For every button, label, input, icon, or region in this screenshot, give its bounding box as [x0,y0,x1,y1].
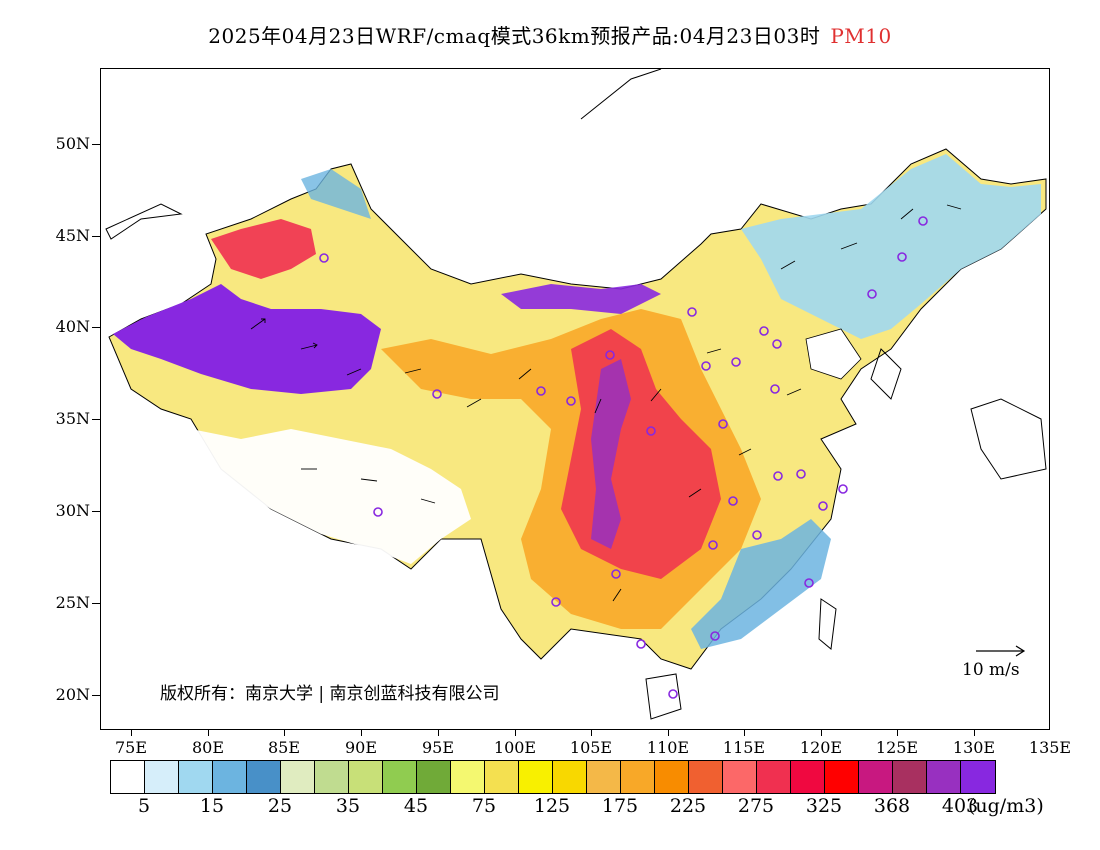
colorbar-swatch [689,761,723,793]
colorbar-label: 35 [335,795,361,817]
x-label-125e: 125E [875,738,919,757]
x-label-100e: 100E [493,738,537,757]
wind-vectors [250,204,962,602]
x-tick [438,730,439,736]
colorbar-label: 325 [805,795,843,817]
x-tick [744,730,745,736]
colorbar-swatch [893,761,927,793]
y-label-45n: 45N [55,226,90,245]
wind-reference-arrow [976,645,1026,657]
x-tick [591,730,592,736]
colorbar-label: 25 [267,795,293,817]
colorbar-label: 15 [199,795,225,817]
colorbar-unit: (ug/m3) [968,795,1044,817]
y-label-50n: 50N [55,134,90,153]
colorbar-swatch [825,761,859,793]
y-tick [92,419,100,420]
colorbar-swatch [247,761,281,793]
x-tick [974,730,975,736]
colorbar-label: 45 [403,795,429,817]
colorbar [110,760,996,794]
x-label-75e: 75E [114,738,148,757]
colorbar-swatch [111,761,145,793]
colorbar-label: 225 [669,795,707,817]
colorbar-swatch [179,761,213,793]
y-tick [92,511,100,512]
x-label-90e: 90E [344,738,378,757]
title-main: 2025年04月23日WRF/cmaq模式36km预报产品:04月23日03时 [208,24,821,48]
x-label-115e: 115E [722,738,766,757]
colorbar-swatch [553,761,587,793]
y-label-30n: 30N [55,501,90,520]
colorbar-swatch [859,761,893,793]
y-tick [92,327,100,328]
x-label-135e: 135E [1028,738,1072,757]
colorbar-swatch [519,761,553,793]
colorbar-swatch [281,761,315,793]
colorbar-swatch [961,761,995,793]
colorbar-swatch [451,761,485,793]
x-label-105e: 105E [569,738,613,757]
colorbar-swatch [621,761,655,793]
y-label-25n: 25N [55,593,90,612]
colorbar-label: 125 [533,795,571,817]
x-tick [515,730,516,736]
pm10-map [105,69,1047,720]
copyright-text: 版权所有：南京大学 | 南京创蓝科技有限公司 [160,684,500,704]
colorbar-swatch [315,761,349,793]
x-tick [821,730,822,736]
map-title: 2025年04月23日WRF/cmaq模式36km预报产品:04月23日03时 P… [0,20,1100,49]
x-label-110e: 110E [646,738,690,757]
x-tick [897,730,898,736]
colorbar-swatch [383,761,417,793]
colorbar-swatch [145,761,179,793]
x-tick [668,730,669,736]
y-label-40n: 40N [55,317,90,336]
colorbar-swatch [757,761,791,793]
x-tick [131,730,132,736]
colorbar-label: 5 [137,795,151,817]
y-tick [92,695,100,696]
colorbar-swatch [349,761,383,793]
colorbar-swatch [723,761,757,793]
y-label-20n: 20N [55,685,90,704]
colorbar-swatch [587,761,621,793]
y-tick [92,144,100,145]
colorbar-label: 75 [471,795,497,817]
y-tick [92,603,100,604]
x-tick [208,730,209,736]
colorbar-swatch [213,761,247,793]
title-variable: PM10 [830,24,892,48]
colorbar-swatch [417,761,451,793]
map-panel [100,68,1050,730]
x-label-120e: 120E [799,738,843,757]
x-label-130e: 130E [952,738,996,757]
x-label-95e: 95E [421,738,455,757]
colorbar-label: 368 [873,795,911,817]
y-label-35n: 35N [55,409,90,428]
colorbar-swatch [485,761,519,793]
colorbar-swatch [655,761,689,793]
colorbar-label: 175 [601,795,639,817]
y-tick [92,236,100,237]
city-markers [319,216,928,699]
colorbar-swatch [927,761,961,793]
wind-reference-label: 10 m/s [962,660,1020,680]
x-label-85e: 85E [267,738,301,757]
colorbar-label: 403 [941,795,979,817]
concentration-field [105,69,1047,720]
colorbar-label: 275 [737,795,775,817]
colorbar-swatch [791,761,825,793]
x-tick [361,730,362,736]
x-tick [284,730,285,736]
x-label-80e: 80E [191,738,225,757]
